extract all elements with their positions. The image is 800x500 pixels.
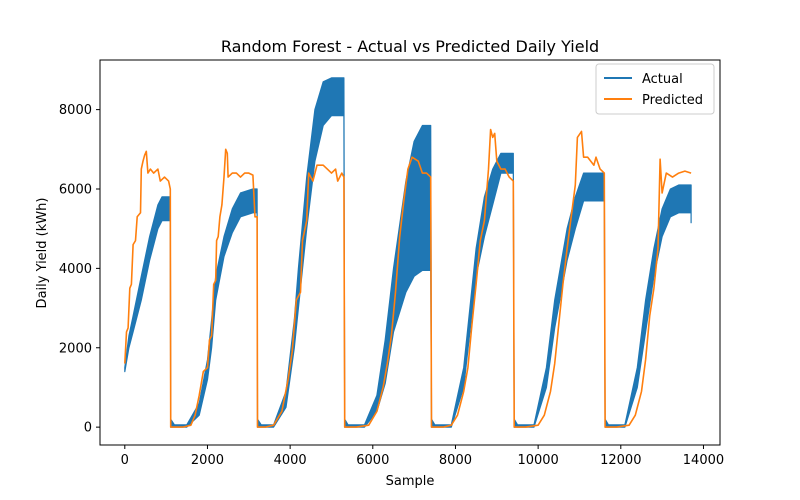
legend-box: [595, 63, 715, 115]
y-tick-label: 4000: [59, 262, 92, 277]
series-group: [124, 77, 692, 428]
series-predicted: [124, 128, 692, 428]
plot-area: [124, 77, 692, 428]
x-tick-label: 2000: [191, 453, 224, 468]
x-tick-label: 8000: [439, 453, 472, 468]
x-axis-label: Sample: [386, 474, 435, 489]
y-tick-label: 2000: [59, 341, 92, 356]
x-tick-label: 6000: [356, 453, 389, 468]
chart-title: Random Forest - Actual vs Predicted Dail…: [221, 37, 599, 56]
legend-label-predicted: Predicted: [642, 93, 703, 108]
x-tick-label: 12000: [600, 453, 641, 468]
x-tick-label: 14000: [683, 453, 724, 468]
y-tick-label: 8000: [59, 103, 92, 118]
y-tick-label: 6000: [59, 182, 92, 197]
legend: Actual Predicted: [595, 63, 715, 115]
x-tick-label: 10000: [517, 453, 558, 468]
series-actual: [124, 77, 692, 428]
y-tick-label: 0: [84, 421, 92, 436]
y-axis-label: Daily Yield (kWh): [35, 198, 50, 309]
x-tick-label: 4000: [274, 453, 307, 468]
x-tick-label: 0: [121, 453, 129, 468]
axes-frame: [99, 59, 721, 446]
legend-label-actual: Actual: [642, 72, 683, 87]
axes: 0 2000 4000 6000 8000 10000 12000 14000 0 2000 400…: [59, 59, 724, 468]
